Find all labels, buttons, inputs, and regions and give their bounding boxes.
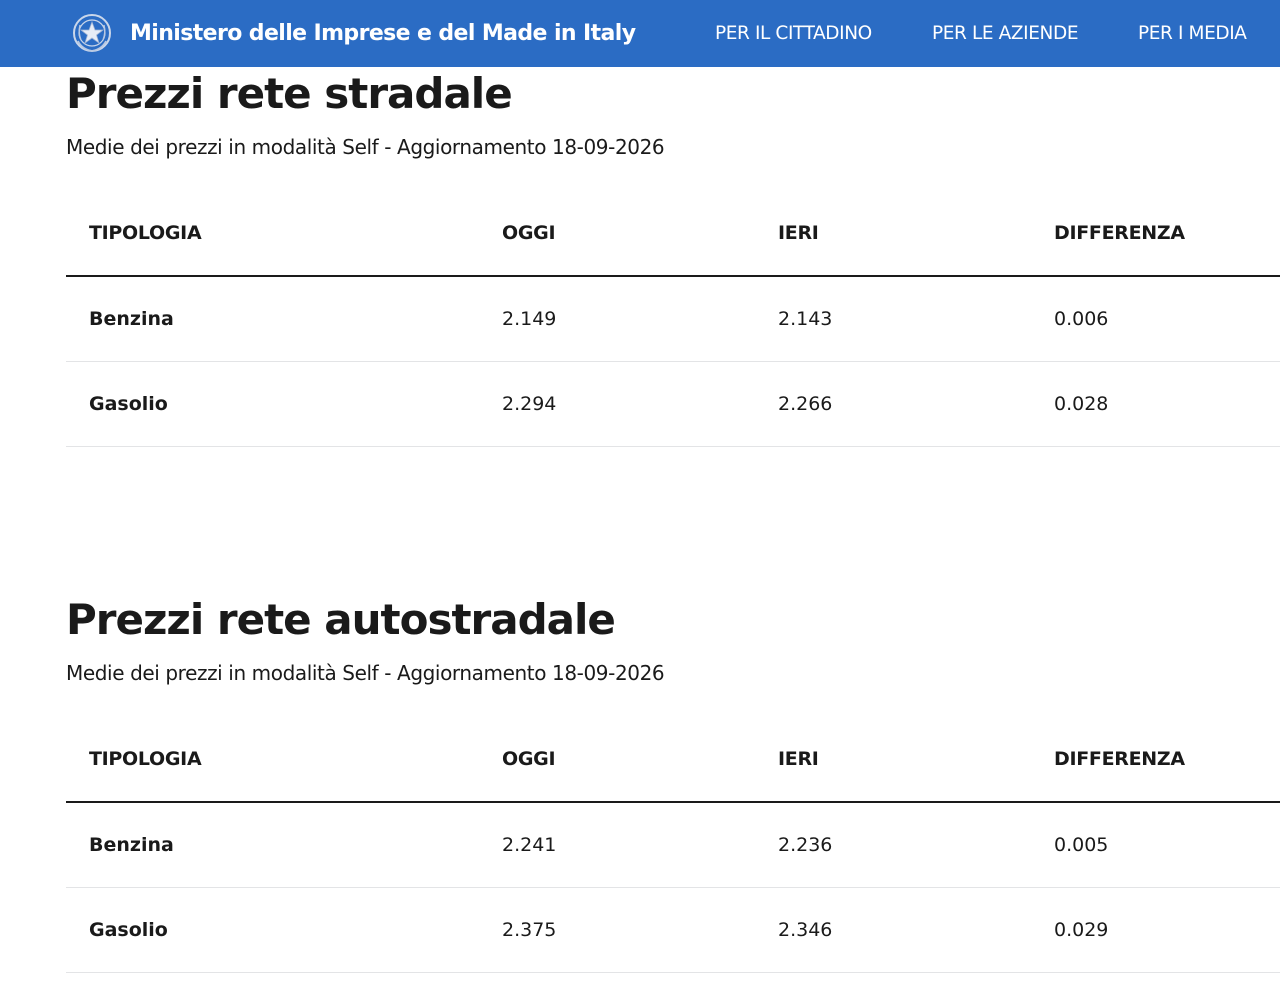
- column-header-oggi: OGGI: [479, 191, 755, 277]
- table-row: Gasolio 2.375 2.346 0.029: [66, 887, 1280, 973]
- table-row: Benzina 2.241 2.236 0.005: [66, 802, 1280, 888]
- site-header: Ministero delle Imprese e del Made in It…: [0, 0, 1280, 67]
- table-row: Benzina 2.149 2.143 0.006: [66, 276, 1280, 362]
- nav-per-le-aziende[interactable]: PER LE AZIENDE: [932, 23, 1079, 44]
- column-header-ieri: IERI: [755, 717, 1031, 803]
- column-header-ieri: IERI: [755, 191, 1031, 277]
- section-title-rete-stradale: Prezzi rete stradale: [66, 69, 513, 118]
- cell-differenza: 0.028: [1031, 361, 1280, 447]
- italian-republic-emblem-icon[interactable]: [72, 11, 112, 55]
- section-subtitle-rete-stradale: Medie dei prezzi in modalità Self - Aggi…: [66, 135, 665, 159]
- column-header-differenza: DIFFERENZA: [1031, 717, 1280, 803]
- table-header-row: TIPOLOGIA OGGI IERI DIFFERENZA: [66, 717, 1280, 803]
- cell-oggi: 2.241: [479, 802, 755, 888]
- cell-oggi: 2.149: [479, 276, 755, 362]
- cell-tipologia: Gasolio: [66, 361, 479, 447]
- cell-differenza: 0.029: [1031, 887, 1280, 973]
- cell-ieri: 2.346: [755, 887, 1031, 973]
- cell-tipologia: Benzina: [66, 802, 479, 888]
- table-row: Gasolio 2.294 2.266 0.028: [66, 361, 1280, 447]
- cell-tipologia: Gasolio: [66, 887, 479, 973]
- section-title-rete-autostradale: Prezzi rete autostradale: [66, 595, 616, 644]
- cell-ieri: 2.236: [755, 802, 1031, 888]
- price-table-rete-stradale: TIPOLOGIA OGGI IERI DIFFERENZA Benzina 2…: [66, 191, 1280, 447]
- cell-differenza: 0.006: [1031, 276, 1280, 362]
- cell-oggi: 2.375: [479, 887, 755, 973]
- column-header-oggi: OGGI: [479, 717, 755, 803]
- column-header-tipologia: TIPOLOGIA: [66, 191, 479, 277]
- cell-differenza: 0.005: [1031, 802, 1280, 888]
- nav-per-il-cittadino[interactable]: PER IL CITTADINO: [715, 23, 872, 44]
- table-header-row: TIPOLOGIA OGGI IERI DIFFERENZA: [66, 191, 1280, 277]
- column-header-differenza: DIFFERENZA: [1031, 191, 1280, 277]
- price-table-rete-autostradale: TIPOLOGIA OGGI IERI DIFFERENZA Benzina 2…: [66, 717, 1280, 973]
- site-title[interactable]: Ministero delle Imprese e del Made in It…: [130, 21, 636, 46]
- nav-per-i-media[interactable]: PER I MEDIA: [1138, 23, 1247, 44]
- column-header-tipologia: TIPOLOGIA: [66, 717, 479, 803]
- cell-ieri: 2.266: [755, 361, 1031, 447]
- cell-tipologia: Benzina: [66, 276, 479, 362]
- section-subtitle-rete-autostradale: Medie dei prezzi in modalità Self - Aggi…: [66, 661, 665, 685]
- cell-oggi: 2.294: [479, 361, 755, 447]
- cell-ieri: 2.143: [755, 276, 1031, 362]
